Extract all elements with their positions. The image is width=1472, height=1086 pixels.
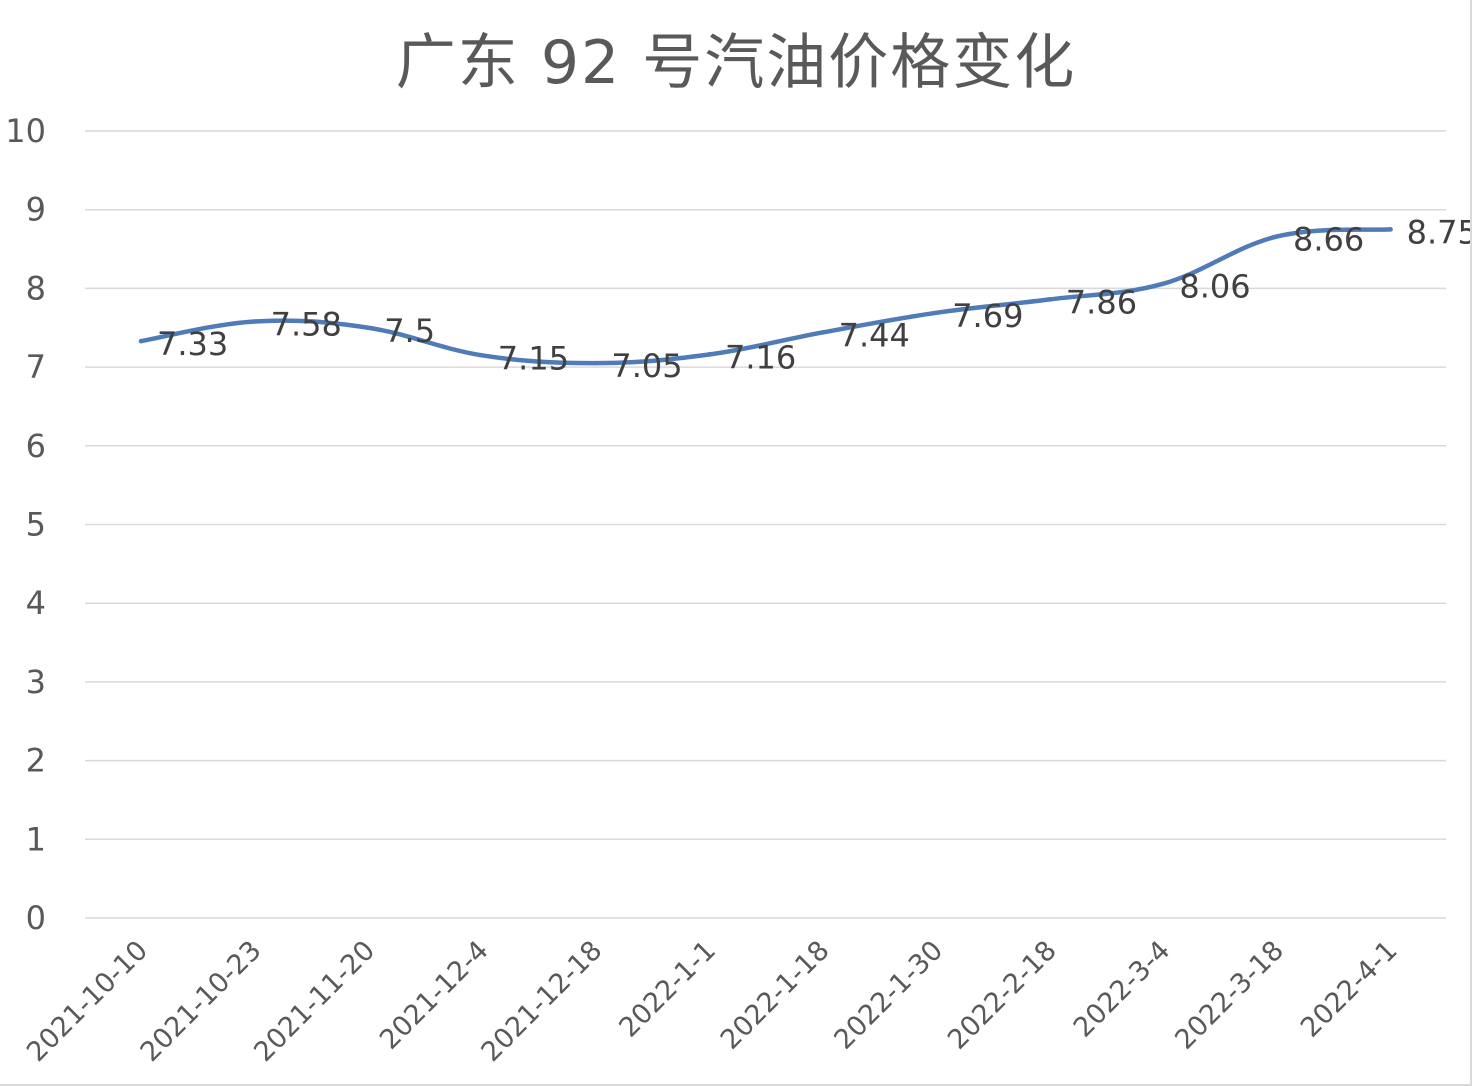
series-line	[138, 227, 1393, 366]
chart-title: 广东 92 号汽油价格变化	[395, 28, 1077, 98]
y-tick-label: 4	[26, 584, 46, 622]
x-tick: 2022-3-4	[1068, 935, 1177, 1044]
data-label: 7.16	[725, 339, 796, 377]
y-tick-label: 0	[26, 899, 46, 937]
data-point	[1388, 227, 1393, 232]
x-tick: 2022-2-18	[942, 935, 1063, 1056]
data-point	[1161, 281, 1166, 286]
y-tick-label: 10	[5, 112, 46, 150]
data-point	[1274, 234, 1280, 239]
x-tick: 2022-3-18	[1169, 935, 1290, 1056]
data-point	[479, 353, 484, 358]
data-point	[1047, 297, 1053, 302]
x-tick: 2022-4-1	[1295, 935, 1404, 1044]
x-tick: 2022-1-18	[715, 935, 836, 1056]
grid-lines	[85, 130, 1446, 919]
data-label: 8.06	[1179, 268, 1250, 306]
x-tick-label: 2021-10-10	[21, 935, 154, 1068]
data-label: 7.05	[611, 347, 682, 385]
x-tick-label: 2021-10-23	[135, 935, 268, 1068]
data-point	[820, 330, 825, 335]
data-labels: 7.33 7.58 7.5 7.15 7.05 7.16 7.44 7.69 7.86 8.06 8…	[157, 213, 1472, 385]
y-tick-label: 2	[26, 742, 46, 780]
y-axis-ticks: 0 1 2 3 4 5 6 7 8 9 10	[5, 112, 46, 937]
data-point	[366, 325, 371, 330]
x-tick-label: 2022-1-18	[715, 935, 836, 1056]
x-tick-label: 2022-1-30	[828, 935, 949, 1056]
y-tick-label: 9	[26, 191, 46, 229]
x-tick-label: 2021-11-20	[248, 935, 381, 1068]
chart-bottom-border	[0, 1084, 1472, 1086]
y-tick-label: 8	[26, 269, 46, 307]
data-point	[934, 310, 939, 315]
data-label: 8.66	[1293, 220, 1364, 258]
data-label: 7.33	[157, 325, 228, 363]
x-tick: 2021-12-4	[374, 935, 495, 1056]
data-point	[706, 352, 712, 357]
x-axis-ticks: 2021-10-102021-10-232021-11-202021-12-42…	[21, 935, 1403, 1068]
data-label: 8.75	[1407, 213, 1472, 251]
x-tick: 2021-10-10	[21, 935, 154, 1068]
data-label: 7.5	[384, 312, 435, 350]
x-tick-label: 2022-1-1	[613, 935, 722, 1044]
y-tick-label: 1	[26, 820, 46, 858]
x-tick-label: 2021-12-4	[374, 935, 495, 1056]
series-layer	[138, 227, 1393, 366]
y-tick-label: 7	[26, 348, 46, 386]
data-point	[593, 360, 598, 366]
x-tick-label: 2022-4-1	[1295, 935, 1404, 1044]
data-label: 7.15	[498, 339, 569, 377]
x-tick: 2022-1-1	[613, 935, 722, 1044]
data-point	[138, 338, 144, 344]
x-tick-label: 2021-12-18	[475, 935, 608, 1068]
x-tick-label: 2022-3-18	[1169, 935, 1290, 1056]
chart-right-border	[1470, 0, 1472, 1086]
x-tick-label: 2022-3-4	[1068, 935, 1177, 1044]
y-tick-label: 3	[26, 663, 46, 701]
y-tick-label: 5	[26, 506, 46, 544]
data-label: 7.58	[271, 305, 342, 343]
x-tick: 2021-10-23	[135, 935, 268, 1068]
x-tick: 2022-1-30	[828, 935, 949, 1056]
data-label: 7.44	[839, 316, 910, 354]
x-tick-label: 2022-2-18	[942, 935, 1063, 1056]
data-label: 7.86	[1066, 283, 1137, 321]
x-tick: 2021-12-18	[475, 935, 608, 1068]
data-label: 7.69	[952, 297, 1023, 335]
x-tick: 2021-11-20	[248, 935, 381, 1068]
y-tick-label: 6	[26, 427, 46, 465]
data-point	[252, 319, 257, 324]
